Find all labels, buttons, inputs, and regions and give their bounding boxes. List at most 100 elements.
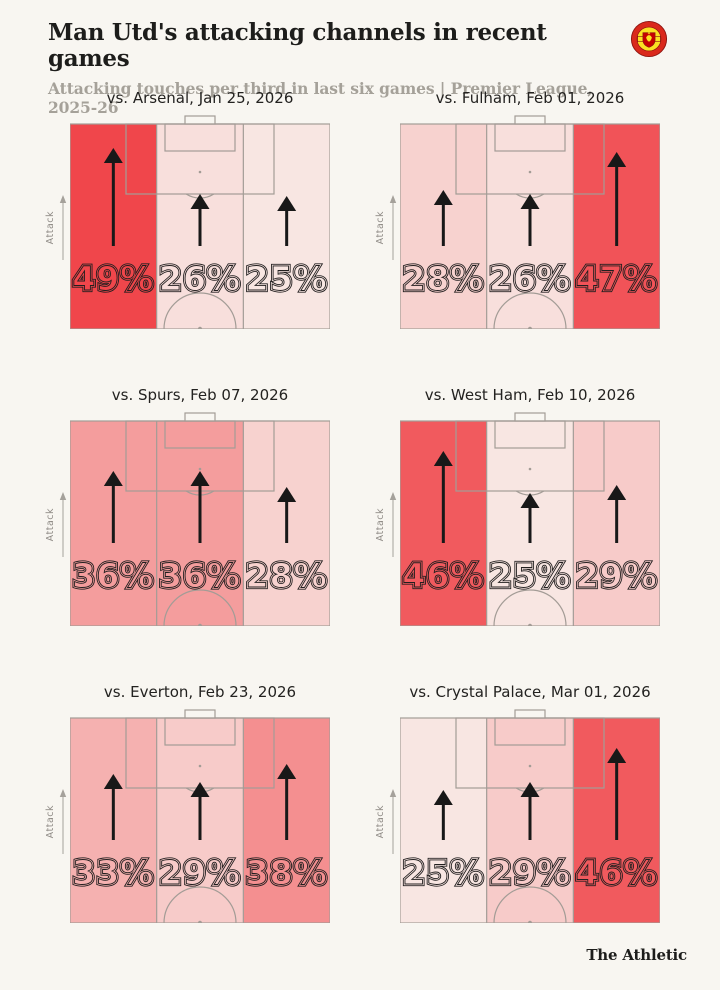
match-title: vs. West Ham, Feb 10, 2026 — [424, 386, 636, 404]
touch-share-arrow — [433, 790, 453, 840]
pitch-border — [400, 420, 660, 626]
attack-direction-arrow-icon — [389, 789, 397, 854]
percent-label: 29% — [576, 556, 658, 595]
match-title: vs. Everton, Feb 23, 2026 — [103, 683, 297, 701]
percent-label: 29% — [159, 853, 241, 892]
pitch-markings — [70, 115, 330, 329]
attack-direction-arrow-icon — [389, 195, 397, 260]
match-panel-0: vs. Arsenal, Jan 25, 2026 Attack 49% 49% 49%… — [45, 88, 330, 385]
percent-label: 29% — [159, 853, 241, 892]
percent-label: 29% — [576, 556, 658, 595]
pitch-markings — [400, 412, 660, 626]
centre-circle — [163, 886, 237, 923]
attack-direction-arrow-icon — [59, 195, 67, 260]
pitch-border — [70, 123, 330, 329]
goal — [184, 412, 216, 422]
touch-share-arrow — [607, 748, 627, 840]
attack-direction-arrow-icon — [59, 789, 67, 854]
centre-circle — [493, 589, 567, 626]
chart-header: Man Utd's attacking channels in recent g… — [48, 19, 608, 118]
attack-axis: Attack — [45, 195, 68, 261]
touch-share-arrow — [433, 451, 453, 543]
goal — [514, 412, 546, 422]
touch-share-arrow — [607, 485, 627, 543]
match-panel-1: vs. Fulham, Feb 01, 2026 Attack 28% 28% 28% 2… — [375, 88, 660, 385]
attack-axis: Attack — [45, 789, 68, 855]
percent-label: 28% — [246, 556, 328, 595]
percent-label: 46% — [402, 556, 484, 595]
percent-label: 25% — [402, 853, 484, 892]
percent-label: 25% — [489, 556, 571, 595]
pitch-area: Attack 25% 25% 25% 29% 29% 29% 46% 46% 46% — [375, 709, 660, 923]
penalty-spot — [198, 467, 202, 471]
percent-label: 29% — [489, 853, 571, 892]
percent-label: 47% — [576, 259, 658, 298]
page-subtitle: Attacking touches per third in last six … — [48, 79, 593, 117]
attack-axis: Attack — [375, 789, 398, 855]
attack-axis-label: Attack — [375, 805, 386, 839]
match-title: vs. Fulham, Feb 01, 2026 — [435, 89, 625, 107]
percent-label: 28% — [246, 556, 328, 595]
touch-share-arrow — [277, 487, 297, 543]
match-panel-2: vs. Spurs, Feb 07, 2026 Attack 36% 36% 36% 36… — [45, 385, 330, 682]
attack-axis-label: Attack — [375, 211, 386, 245]
percent-label: 46% — [576, 853, 658, 892]
percent-label: 36% — [159, 556, 241, 595]
percent-label: 29% — [576, 556, 658, 595]
percent-label: 46% — [402, 556, 484, 595]
pitch-area: Attack 46% 46% 46% 25% 25% 25% 29% 29% 29% — [375, 412, 660, 626]
pitch-area: Attack 28% 28% 28% 26% 26% 26% 47% 47% 47% — [375, 115, 660, 329]
attack-axis: Attack — [375, 195, 398, 261]
percent-label: 33% — [72, 853, 154, 892]
percent-label: 25% — [489, 556, 571, 595]
goal — [514, 115, 546, 125]
percent-label: 26% — [489, 259, 571, 298]
attack-axis-label: Attack — [45, 508, 56, 542]
percent-label: 29% — [489, 853, 571, 892]
percent-label: 38% — [246, 853, 328, 892]
pitch-chart: 28%28%28% 26%26%26% 47%47%47% — [400, 115, 660, 329]
percent-label: 49% — [72, 259, 154, 298]
pitch-border — [70, 420, 330, 626]
pitch-area: Attack 33% 33% 33% 29% 29% 29% 38% 38% 38% — [45, 709, 330, 923]
pitch-border — [400, 717, 660, 923]
percent-label: 26% — [489, 259, 571, 298]
penalty-spot — [528, 764, 532, 768]
penalty-spot — [528, 467, 532, 471]
percent-label: 33% — [72, 853, 154, 892]
page-title: Man Utd's attacking channels in recent g… — [48, 19, 547, 72]
brand-wordmark: The Athletic — [586, 946, 687, 964]
percent-label: 46% — [402, 556, 484, 595]
percent-label: 25% — [246, 259, 328, 298]
penalty-spot — [198, 764, 202, 768]
percent-label: 29% — [489, 853, 571, 892]
man-utd-crest-icon — [630, 20, 668, 58]
attack-axis-label: Attack — [45, 211, 56, 245]
centre-circle — [163, 589, 237, 626]
match-title: vs. Spurs, Feb 07, 2026 — [111, 386, 289, 404]
attack-axis-label: Attack — [45, 805, 56, 839]
centre-circle — [493, 886, 567, 923]
percent-label: 25% — [402, 853, 484, 892]
percent-label: 26% — [159, 259, 241, 298]
touch-share-arrow — [103, 774, 123, 840]
goal — [184, 115, 216, 125]
attack-axis-label: Attack — [375, 508, 386, 542]
match-title: vs. Arsenal, Jan 25, 2026 — [106, 89, 294, 107]
touch-share-arrow — [277, 196, 297, 246]
percent-label: 26% — [159, 259, 241, 298]
touch-share-arrow — [103, 471, 123, 543]
penalty-spot — [528, 170, 532, 174]
percent-label: 36% — [72, 556, 154, 595]
percent-label: 33% — [72, 853, 154, 892]
touch-share-arrow — [520, 194, 540, 246]
match-panel-5: vs. Crystal Palace, Mar 01, 2026 Attack 25… — [375, 682, 660, 979]
attack-axis: Attack — [375, 492, 398, 558]
touch-share-arrow — [190, 194, 210, 246]
percent-label: 47% — [576, 259, 658, 298]
pitch-border — [70, 717, 330, 923]
percent-label: 28% — [402, 259, 484, 298]
touch-share-arrow — [190, 782, 210, 840]
pitch-border — [400, 123, 660, 329]
pitch-area: Attack 36% 36% 36% 36% 36% 36% 28% 28% 28% — [45, 412, 330, 626]
